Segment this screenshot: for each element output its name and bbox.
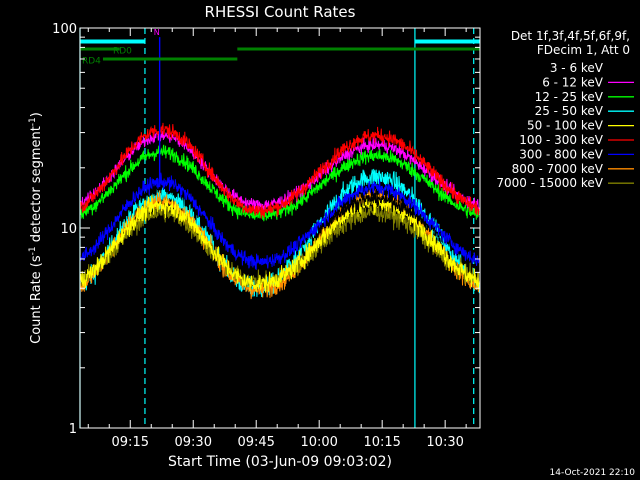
- y-axis-label: Count Rate (s-1 detector segment-1): [28, 112, 44, 344]
- saa-bar: [414, 39, 480, 44]
- legend-label: 800 - 7000 keV: [512, 162, 604, 176]
- y-tick-label: 100: [52, 22, 77, 37]
- top-marker-label: N: [154, 28, 160, 37]
- chart-title: RHESSI Count Rates: [205, 3, 356, 21]
- x-tick-label: 10:00: [300, 435, 337, 450]
- saa-bar: [80, 39, 145, 44]
- legend-label: 300 - 800 keV: [519, 147, 603, 161]
- legend-label: 100 - 300 keV: [519, 133, 603, 147]
- legend-header-line-1: Det 1f,3f,4f,5f,6f,9f,: [511, 29, 630, 43]
- legend-label: 3 - 6 keV: [550, 61, 604, 75]
- legend-label: 25 - 50 keV: [535, 104, 604, 118]
- plot-area: N: [79, 28, 480, 428]
- series-line: [80, 172, 480, 270]
- y-axis-label-exponent-2: -1: [28, 117, 38, 126]
- legend-label: 7000 - 15000 keV: [496, 176, 603, 190]
- x-tick-label: 09:30: [175, 435, 212, 450]
- legend-label: 6 - 12 keV: [542, 75, 604, 89]
- footer-date: 14-Oct-2021 22:10: [550, 468, 636, 478]
- y-axis-label-main: Count Rate (s: [29, 255, 44, 344]
- legend-header-line-2: FDecim 1, Att 0: [537, 43, 630, 57]
- series-line: [80, 144, 480, 222]
- flag-label-rd0: RD0: [113, 47, 132, 57]
- legend: Det 1f,3f,4f,5f,6f,9f, FDecim 1, Att 0 3…: [496, 29, 634, 190]
- legend-label: 12 - 25 keV: [535, 90, 604, 104]
- flag-bar-rd4: [102, 57, 238, 61]
- series-line: [80, 193, 480, 293]
- x-tick-label: 09:15: [112, 435, 149, 450]
- y-axis: 1 10 100: [52, 22, 480, 437]
- x-axis-label: Start Time (03-Jun-09 09:03:02): [168, 454, 392, 470]
- x-tick-label: 10:30: [426, 435, 463, 450]
- y-tick-label: 10: [60, 222, 77, 237]
- series-line: [80, 122, 480, 219]
- y-axis-label-end: ): [29, 112, 44, 117]
- flag-bar-rd0: [80, 47, 120, 51]
- flag-bars: RD0 RD4: [80, 39, 480, 67]
- flag-label-rd4: RD4: [82, 57, 101, 67]
- y-axis-label-middle: detector segment: [29, 126, 44, 246]
- flag-bar-rd0: [237, 47, 480, 51]
- x-axis: 09:15 09:30 09:45 10:00 10:15 10:30: [87, 28, 467, 450]
- x-tick-label: 09:45: [237, 435, 274, 450]
- x-tick-label: 10:15: [363, 435, 400, 450]
- y-axis-label-exponent-1: -1: [28, 246, 38, 255]
- legend-label: 50 - 100 keV: [527, 119, 604, 133]
- y-tick-label: 1: [69, 422, 77, 437]
